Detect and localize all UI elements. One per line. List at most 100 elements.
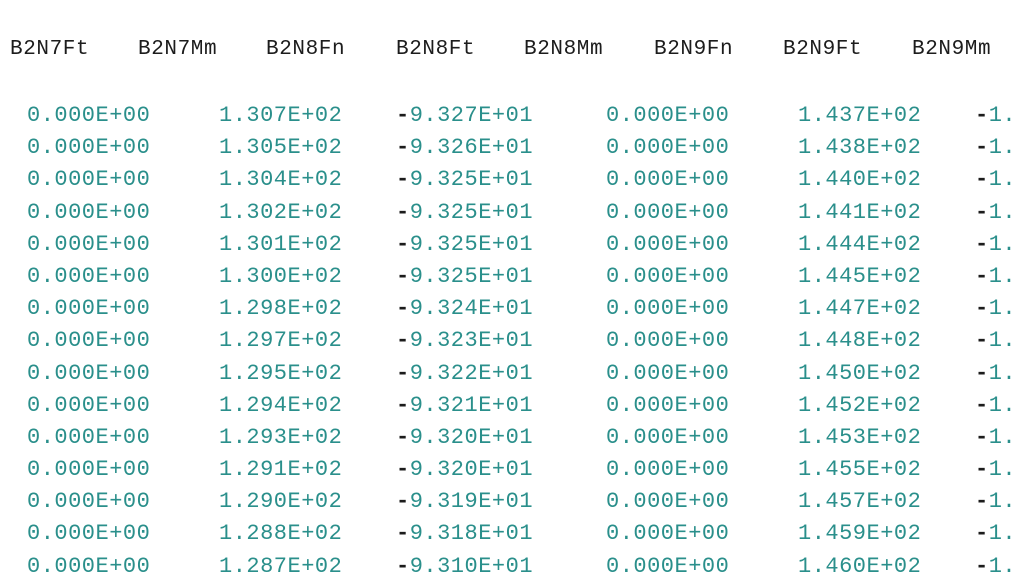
table-cell: 0.000E+00 xyxy=(27,489,151,515)
table-cell-negative: -1. xyxy=(975,167,1017,193)
table-cell: 0.000E+00 xyxy=(606,360,730,386)
table-cell: 1.298E+02 xyxy=(219,296,343,322)
table-cell-negative: -1. xyxy=(975,263,1017,289)
table-cell: 0.000E+00 xyxy=(606,424,730,450)
column-header-b2n9fn: B2N9Fn xyxy=(654,38,734,61)
table-cell-negative: -9.320E+01 xyxy=(396,457,534,483)
table-row: 0.000E+00 1.288E+02 -9.318E+01 0.000E+00… xyxy=(0,518,1024,550)
table-cell-negative: -9.325E+01 xyxy=(396,231,534,257)
table-cell-negative: -9.323E+01 xyxy=(396,328,534,354)
table-cell-negative: -1. xyxy=(975,553,1017,579)
table-cell: 1.459E+02 xyxy=(798,521,922,547)
table-cell: 1.288E+02 xyxy=(219,521,343,547)
table-body: 0.000E+00 1.307E+02 -9.327E+01 0.000E+00… xyxy=(0,100,1024,579)
table-cell: 1.452E+02 xyxy=(798,392,922,418)
table-cell: 0.000E+00 xyxy=(27,199,151,225)
table-cell: 1.297E+02 xyxy=(219,328,343,354)
table-cell: 1.445E+02 xyxy=(798,263,922,289)
table-cell: 1.438E+02 xyxy=(798,135,922,161)
table-row: 0.000E+00 1.305E+02 -9.326E+01 0.000E+00… xyxy=(0,132,1024,164)
table-cell: 1.450E+02 xyxy=(798,360,922,386)
table-cell: 0.000E+00 xyxy=(27,457,151,483)
table-row: 0.000E+00 1.304E+02 -9.325E+01 0.000E+00… xyxy=(0,164,1024,196)
table-cell: 1.447E+02 xyxy=(798,296,922,322)
table-cell-negative: -9.324E+01 xyxy=(396,296,534,322)
table-cell: 0.000E+00 xyxy=(606,457,730,483)
table-cell: 0.000E+00 xyxy=(27,360,151,386)
table-cell-negative: -1. xyxy=(975,424,1017,450)
table-row: 0.000E+00 1.295E+02 -9.322E+01 0.000E+00… xyxy=(0,358,1024,390)
table-cell: 0.000E+00 xyxy=(606,296,730,322)
table-cell: 1.290E+02 xyxy=(219,489,343,515)
table-cell-negative: -1. xyxy=(975,296,1017,322)
table-cell-negative: -9.325E+01 xyxy=(396,167,534,193)
table-cell: 1.305E+02 xyxy=(219,135,343,161)
table-cell-negative: -9.320E+01 xyxy=(396,424,534,450)
table-row: 0.000E+00 1.291E+02 -9.320E+01 0.000E+00… xyxy=(0,454,1024,486)
column-header-b2n9ft: B2N9Ft xyxy=(783,38,863,61)
table-cell: 1.455E+02 xyxy=(798,457,922,483)
table-row: 0.000E+00 1.302E+02 -9.325E+01 0.000E+00… xyxy=(0,197,1024,229)
table-cell: 1.295E+02 xyxy=(219,360,343,386)
table-cell-negative: -9.310E+01 xyxy=(396,553,534,579)
table-cell: 0.000E+00 xyxy=(606,167,730,193)
table-cell: 0.000E+00 xyxy=(606,521,730,547)
table-cell: 1.291E+02 xyxy=(219,457,343,483)
table-cell-negative: -9.318E+01 xyxy=(396,521,534,547)
table-cell: 0.000E+00 xyxy=(27,392,151,418)
table-cell: 0.000E+00 xyxy=(606,103,730,128)
table-cell-negative: -1. xyxy=(975,521,1017,547)
table-cell: 1.453E+02 xyxy=(798,424,922,450)
table-cell: 1.294E+02 xyxy=(219,392,343,418)
table-cell: 0.000E+00 xyxy=(606,489,730,515)
table-cell: 0.000E+00 xyxy=(27,553,151,579)
table-row: 0.000E+00 1.307E+02 -9.327E+01 0.000E+00… xyxy=(0,100,1024,132)
column-header-b2n7ft: B2N7Ft xyxy=(10,38,90,61)
table-cell: 0.000E+00 xyxy=(27,328,151,354)
table-cell-negative: -1. xyxy=(975,103,1017,128)
table-row: 0.000E+00 1.301E+02 -9.325E+01 0.000E+00… xyxy=(0,229,1024,261)
table-cell-negative: -9.319E+01 xyxy=(396,489,534,515)
table-row: 0.000E+00 1.293E+02 -9.320E+01 0.000E+00… xyxy=(0,422,1024,454)
table-cell-negative: -9.325E+01 xyxy=(396,263,534,289)
table-cell: 1.448E+02 xyxy=(798,328,922,354)
table-cell-negative: -9.322E+01 xyxy=(396,360,534,386)
table-cell: 0.000E+00 xyxy=(606,231,730,257)
table-cell-negative: -1. xyxy=(975,199,1017,225)
table-cell-negative: -1. xyxy=(975,489,1017,515)
table-cell-negative: -1. xyxy=(975,231,1017,257)
table-row: 0.000E+00 1.287E+02 -9.310E+01 0.000E+00… xyxy=(0,551,1024,579)
table-cell: 1.457E+02 xyxy=(798,489,922,515)
table-cell-negative: -1. xyxy=(975,360,1017,386)
table-cell: 1.302E+02 xyxy=(219,199,343,225)
table-cell: 1.301E+02 xyxy=(219,231,343,257)
table-cell: 1.460E+02 xyxy=(798,553,922,579)
table-cell: 1.293E+02 xyxy=(219,424,343,450)
table-cell: 1.441E+02 xyxy=(798,199,922,225)
table-cell-negative: -9.321E+01 xyxy=(396,392,534,418)
table-cell: 0.000E+00 xyxy=(606,553,730,579)
column-header-b2n8mm: B2N8Mm xyxy=(524,38,604,61)
table-cell: 1.440E+02 xyxy=(798,167,922,193)
column-header-b2n8ft: B2N8Ft xyxy=(396,38,476,61)
table-row: 0.000E+00 1.298E+02 -9.324E+01 0.000E+00… xyxy=(0,293,1024,325)
table-cell: 0.000E+00 xyxy=(27,103,151,128)
table-cell: 0.000E+00 xyxy=(27,296,151,322)
table-cell: 1.437E+02 xyxy=(798,103,922,128)
column-header-row: B2N7Ft B2N7Mm B2N8Fn B2N8Ft B2N8Mm B2N9F… xyxy=(0,36,1024,64)
table-cell: 1.300E+02 xyxy=(219,263,343,289)
table-cell-negative: -1. xyxy=(975,457,1017,483)
column-header-b2n8fn: B2N8Fn xyxy=(266,38,346,61)
table-cell: 0.000E+00 xyxy=(606,199,730,225)
table-cell-negative: -9.326E+01 xyxy=(396,135,534,161)
table-cell: 0.000E+00 xyxy=(27,231,151,257)
table-cell: 1.304E+02 xyxy=(219,167,343,193)
table-cell-negative: -9.325E+01 xyxy=(396,199,534,225)
table-cell: 0.000E+00 xyxy=(27,263,151,289)
table-cell: 0.000E+00 xyxy=(606,263,730,289)
table-row: 0.000E+00 1.297E+02 -9.323E+01 0.000E+00… xyxy=(0,325,1024,357)
table-row: 0.000E+00 1.290E+02 -9.319E+01 0.000E+00… xyxy=(0,486,1024,518)
table-cell: 0.000E+00 xyxy=(27,521,151,547)
column-header-b2n7mm: B2N7Mm xyxy=(138,38,218,61)
